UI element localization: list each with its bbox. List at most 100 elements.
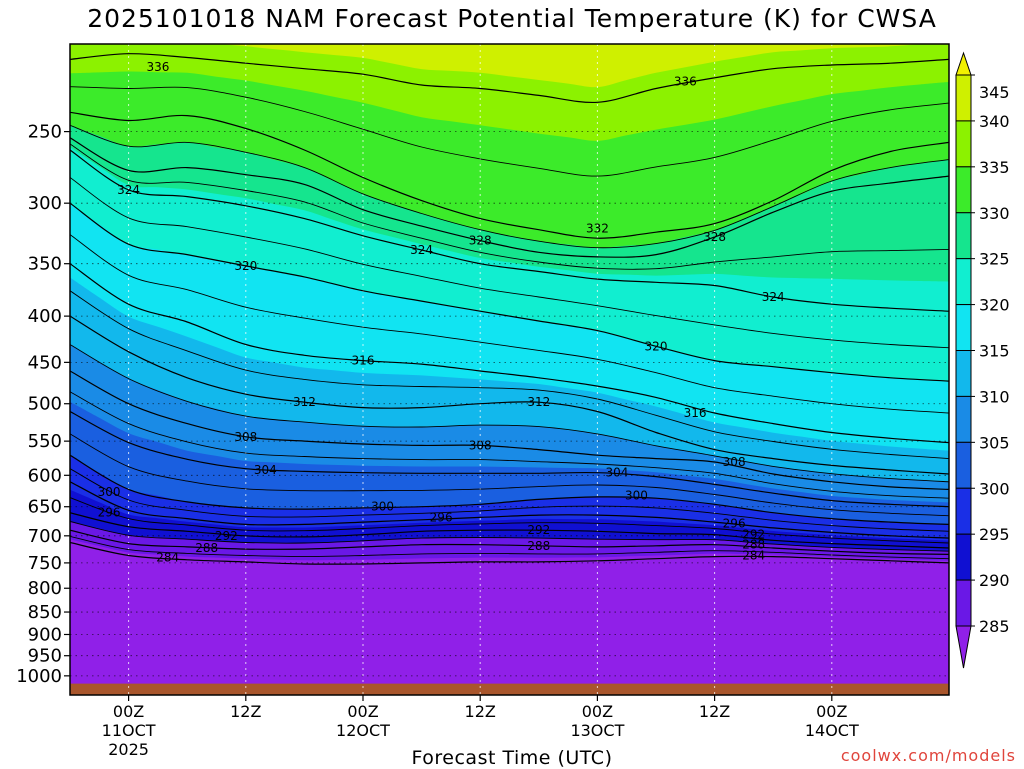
contour-label-320: 320 — [645, 339, 668, 353]
x-tick-label: 2025 — [108, 740, 149, 759]
x-tick-label: 13OCT — [570, 721, 624, 740]
contour-284 — [70, 541, 949, 565]
contour-label-308: 308 — [723, 455, 746, 469]
colorbar-band — [955, 120, 972, 168]
contour-300 — [70, 454, 949, 525]
colorbar-label: 290 — [979, 571, 1010, 590]
contour-label-336: 336 — [674, 74, 697, 88]
contour-label-288: 288 — [527, 539, 550, 553]
contour-intermediate — [70, 234, 949, 414]
colorbar-label: 305 — [979, 433, 1010, 452]
contour-label-284: 284 — [742, 549, 765, 563]
y-tick-label: 800 — [28, 578, 62, 599]
contour-label-316: 316 — [352, 354, 375, 368]
colorbar-label: 330 — [979, 204, 1010, 223]
y-axis: 2503003504004505005506006507007508008509… — [16, 122, 70, 687]
x-tick-label: 12Z — [230, 702, 261, 721]
contour-intermediate — [70, 344, 949, 483]
x-tick-label: 12Z — [465, 702, 496, 721]
x-tick-label: 00Z — [816, 702, 847, 721]
y-tick-label: 250 — [28, 122, 62, 143]
terrain-surface — [70, 683, 949, 695]
contour-label-332: 332 — [586, 222, 609, 236]
contour-label-288: 288 — [742, 538, 765, 552]
colorbar-label: 320 — [979, 296, 1010, 315]
colorbar-band — [955, 533, 972, 581]
contour-intermediate — [70, 497, 949, 544]
contour-intermediate — [70, 391, 949, 499]
x-tick-label: 00Z — [582, 702, 613, 721]
y-tick-label: 900 — [28, 624, 62, 645]
colorbar-band — [955, 579, 972, 627]
contour-label-304: 304 — [605, 466, 628, 480]
contour-320 — [70, 202, 949, 382]
contour-292 — [70, 512, 949, 549]
y-tick-label: 950 — [28, 646, 62, 667]
colorbar-band — [955, 487, 972, 535]
colorbar-label: 300 — [979, 479, 1010, 498]
y-tick-label: 450 — [28, 352, 62, 373]
contour-336 — [70, 53, 949, 104]
colorbar-top-arrow — [955, 51, 972, 76]
contour-label-312: 312 — [527, 395, 550, 409]
contour-288 — [70, 529, 949, 555]
contour-intermediate — [70, 468, 949, 532]
contour-label-336: 336 — [146, 60, 169, 74]
contour-304 — [70, 410, 949, 508]
contour-label-300: 300 — [371, 500, 394, 514]
filled-bands — [70, 44, 949, 695]
colorbar-band — [955, 395, 972, 443]
contour-label-324: 324 — [762, 290, 785, 304]
contour-label-328: 328 — [469, 234, 492, 248]
colorbar-band — [955, 74, 972, 122]
contour-intermediate — [70, 143, 949, 270]
contour-label-328: 328 — [703, 230, 726, 244]
y-tick-label: 400 — [28, 306, 62, 327]
contour-intermediate — [70, 521, 949, 552]
contour-label-296: 296 — [98, 506, 121, 520]
contour-label-304: 304 — [254, 463, 277, 477]
terrain-strip — [70, 683, 949, 695]
colorbar: 345 340 335 330 325 320 315 310 305 300 295 290 285 — [955, 51, 1010, 669]
contour-312 — [70, 315, 949, 475]
contour-intermediate — [70, 86, 949, 177]
contour-label-320: 320 — [234, 259, 257, 273]
colorbar-label: 325 — [979, 250, 1010, 269]
contour-296 — [70, 481, 949, 539]
x-tick-label: 14OCT — [805, 721, 859, 740]
colorbar-band — [955, 258, 972, 306]
x-tick-label: 11OCT — [102, 721, 156, 740]
x-axis-label: Forecast Time (UTC) — [411, 747, 613, 769]
colorbar-band — [955, 166, 972, 214]
y-tick-label: 500 — [28, 394, 62, 415]
colorbar-label: 345 — [979, 83, 1010, 102]
plot-frame — [69, 43, 950, 696]
contour-label-292: 292 — [742, 528, 765, 542]
contour-332 — [70, 111, 949, 239]
contour-intermediate — [70, 433, 949, 517]
y-tick-label: 350 — [28, 254, 62, 275]
x-tick-label: 00Z — [113, 702, 144, 721]
contour-labels: 336 336 332 328 328 324 324 324 320 320 316 316 312 3… — [98, 60, 785, 565]
y-tick-label: 1000 — [16, 666, 62, 687]
contour-328 — [70, 137, 949, 258]
x-tick-label: 00Z — [347, 702, 378, 721]
colorbar-band — [955, 441, 972, 489]
x-tick-label: 12Z — [699, 702, 730, 721]
contour-intermediate — [70, 290, 949, 460]
y-tick-label: 700 — [28, 526, 62, 547]
contour-label-308: 308 — [234, 430, 257, 444]
contour-intermediate — [70, 535, 949, 560]
credit-text: coolwx.com/models — [840, 746, 1016, 765]
contour-intermediate — [70, 177, 949, 349]
contour-label-292: 292 — [215, 529, 238, 543]
contour-label-296: 296 — [723, 516, 746, 530]
contour-label-324: 324 — [410, 243, 433, 257]
contour-label-284: 284 — [156, 551, 179, 565]
colorbar-label: 285 — [979, 617, 1010, 636]
y-tick-label: 300 — [28, 193, 62, 214]
contour-label-300: 300 — [98, 485, 121, 499]
y-tick-label: 600 — [28, 465, 62, 486]
